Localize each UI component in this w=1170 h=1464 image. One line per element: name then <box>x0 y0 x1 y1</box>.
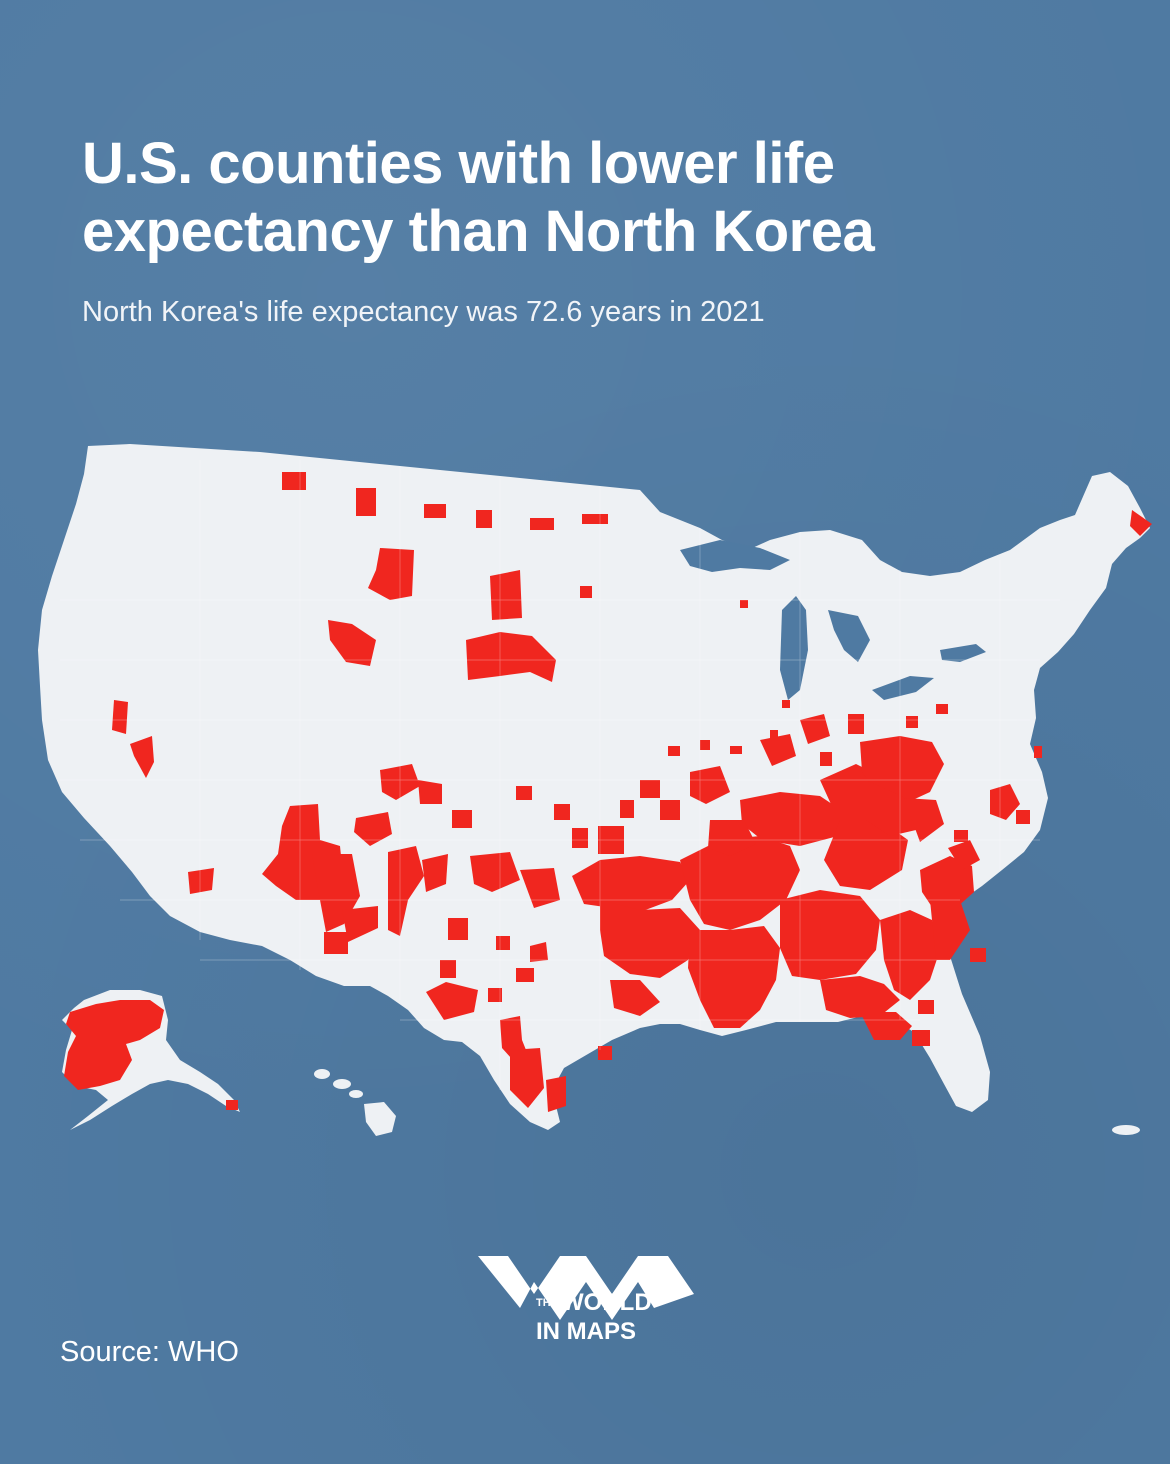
logo-world: WORLD <box>561 1289 652 1316</box>
lake-huron <box>828 610 870 662</box>
logo-wordmark: THE WORLD IN MAPS <box>536 1290 652 1345</box>
page-title: U.S. counties with lower life expectancy… <box>82 131 875 264</box>
lake-michigan <box>780 596 808 700</box>
lake-ontario <box>940 644 986 662</box>
source-note: Source: WHO <box>60 1336 239 1368</box>
logo-in-maps: IN MAPS <box>536 1318 637 1345</box>
hawaii-islands <box>314 1069 396 1136</box>
page-subtitle: North Korea's life expectancy was 72.6 y… <box>82 296 765 328</box>
county-grid-texture <box>60 460 1060 1090</box>
lake-superior <box>680 540 790 572</box>
lake-erie <box>872 676 934 700</box>
contiguous-us-landmass <box>38 444 1150 1130</box>
logo-the: THE <box>536 1297 558 1309</box>
puerto-rico <box>1112 1125 1140 1135</box>
wm-chevrons-logo-icon <box>478 1256 694 1320</box>
highlighted-counties <box>64 472 1152 1112</box>
us-county-map <box>38 444 1152 1136</box>
